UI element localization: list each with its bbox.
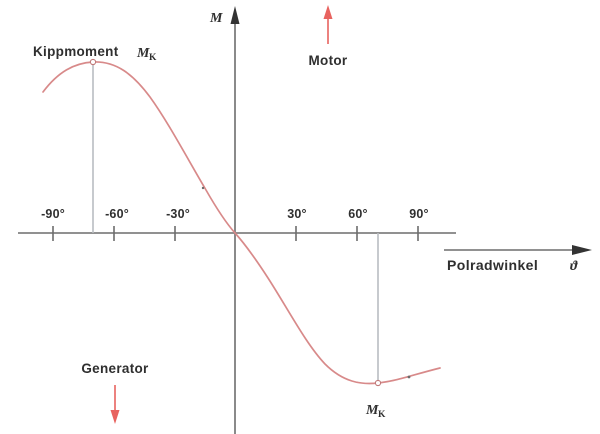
tick-label-plus-60: 60° (348, 207, 368, 221)
curve-markers-group (89, 58, 411, 387)
min-subscript: K (378, 410, 386, 420)
x-axis-ticks (52, 226, 419, 241)
tick-label-minus-30: -30° (166, 207, 190, 221)
x-axis-arrowhead-icon (572, 245, 592, 255)
generator-label: Generator (81, 361, 149, 376)
generator-arrowhead-icon (110, 410, 120, 424)
motor-label: Motor (309, 53, 348, 68)
x-axis-tick-labels: -90° -60° -30° 30° 60° 90° (41, 207, 429, 221)
x-axis-name: Polradwinkel (447, 257, 538, 273)
scan-speck-lower (407, 375, 411, 379)
kippmoment-word: Kippmoment (33, 44, 119, 59)
axes-group (18, 6, 456, 434)
motor-region-annotation: Motor (309, 5, 348, 68)
marker-breakdown-positive (89, 58, 97, 66)
x-axis-name-annotation: Polradwinkel ϑ (444, 245, 592, 274)
breakdown-torque-label-negative: M K (365, 403, 386, 420)
tick-label-plus-90: 90° (409, 207, 429, 221)
drop-lines-group (92, 63, 379, 383)
min-symbol: M (365, 403, 379, 418)
torque-curve-group (42, 61, 441, 385)
marker-breakdown-negative (374, 379, 382, 387)
tick-label-minus-90: -90° (41, 207, 65, 221)
torque-curve-path (42, 61, 441, 385)
y-axis-label: M (209, 11, 223, 26)
tick-label-minus-60: -60° (105, 207, 129, 221)
kippmoment-subscript: K (149, 53, 157, 63)
kippmoment-symbol: M (136, 46, 150, 61)
tick-label-plus-30: 30° (287, 207, 307, 221)
scan-speck-upper (201, 186, 205, 190)
breakdown-torque-label-positive: Kippmoment M K (33, 44, 157, 63)
y-axis-arrowhead-icon (230, 6, 240, 24)
x-axis-symbol: ϑ (570, 259, 578, 274)
motor-arrowhead-icon (323, 5, 333, 19)
generator-region-annotation: Generator (81, 361, 149, 424)
